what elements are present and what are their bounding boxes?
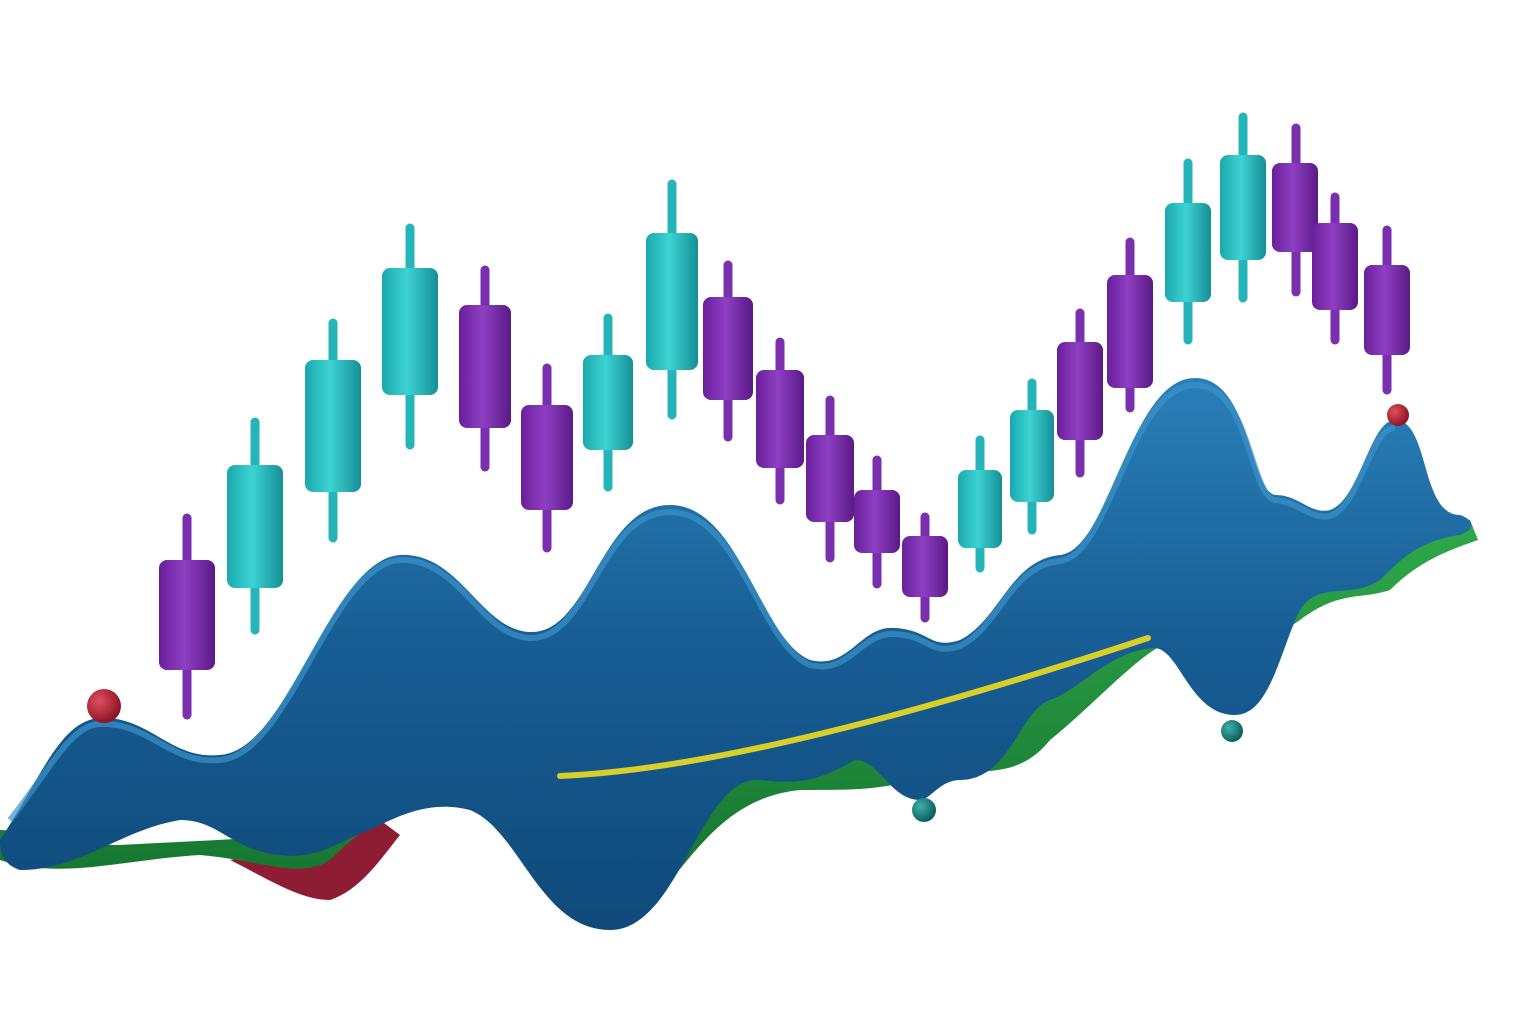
yellow-line <box>557 635 1151 779</box>
wave-surface <box>0 378 1478 930</box>
markers <box>87 404 1409 822</box>
ridge-highlight <box>7 381 1396 822</box>
candles <box>159 112 1410 720</box>
